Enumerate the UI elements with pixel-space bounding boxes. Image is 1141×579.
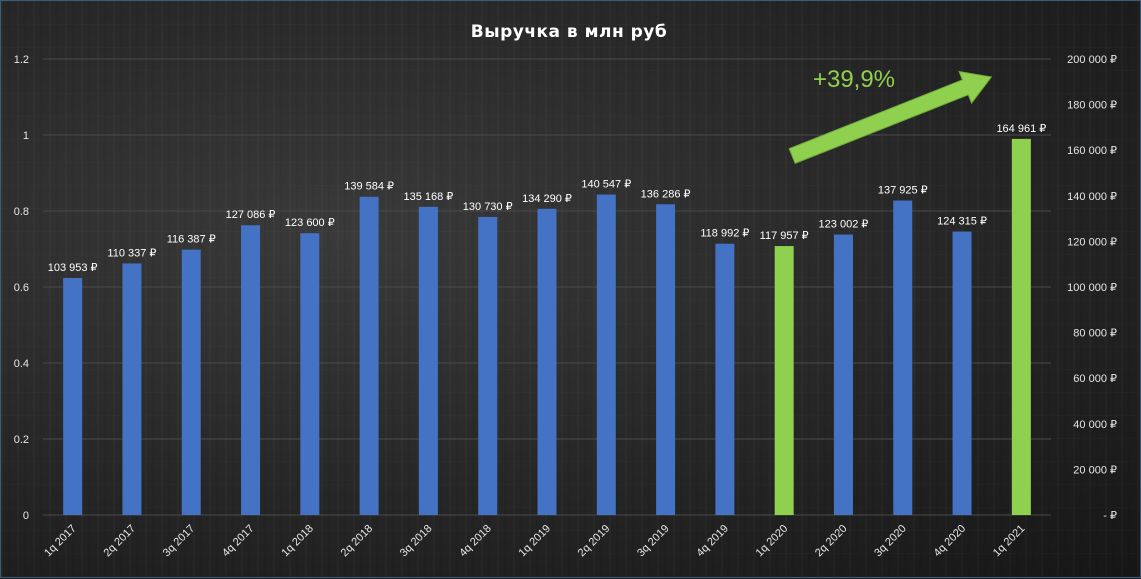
category-label: 1q 2021: [991, 523, 1028, 560]
growth-annotation-text: +39,9%: [813, 66, 895, 93]
bar-data-label: 123 600 ₽: [285, 217, 335, 229]
bar-1q-2019: [537, 208, 557, 516]
category-label: 3q 2018: [398, 523, 435, 560]
bars: [63, 138, 1031, 516]
category-label: 3q 2017: [161, 523, 198, 560]
category-label: 1q 2017: [42, 523, 79, 560]
bar-4q-2017: [241, 225, 261, 515]
bar-data-label: 164 961 ₽: [996, 123, 1046, 135]
bar-1q-2021: [1011, 138, 1031, 515]
category-label: 4q 2019: [694, 523, 731, 560]
right-axis-tick-label: 180 000 ₽: [1067, 100, 1117, 112]
right-axis-tick-label: 60 000 ₽: [1073, 373, 1117, 385]
category-label: 3q 2020: [872, 523, 909, 560]
bar-data-label: 140 547 ₽: [581, 179, 631, 191]
bar-data-label: 139 584 ₽: [344, 181, 394, 193]
bar-3q-2017: [181, 249, 201, 515]
category-label: 2q 2017: [101, 523, 138, 560]
bar-2q-2019: [596, 194, 616, 515]
right-axis-tick-label: 200 000 ₽: [1067, 54, 1117, 66]
category-label: 2q 2020: [813, 523, 850, 560]
bar-4q-2019: [715, 243, 735, 515]
category-label: 2q 2018: [339, 523, 376, 560]
bar-4q-2020: [952, 231, 972, 515]
right-axis-tick-label: 140 000 ₽: [1067, 191, 1117, 203]
right-axis-tick-label: 100 000 ₽: [1067, 282, 1117, 294]
right-axis: - ₽ 20 000 ₽ 40 000 ₽ 60 000 ₽ 80 000 ₽ 100 0…: [1067, 54, 1117, 522]
bar-data-label: 137 925 ₽: [878, 185, 928, 197]
category-label: 4q 2017: [220, 523, 257, 560]
bar-1q-2020: [774, 246, 794, 515]
bar-data-label: 110 337 ₽: [107, 247, 156, 259]
bar-1q-2018: [300, 233, 320, 515]
category-label: 1q 2019: [517, 523, 554, 560]
bar-data-label: 117 957 ₽: [760, 230, 809, 242]
category-label: 1q 2020: [754, 523, 791, 560]
bar-data-label: 135 168 ₽: [403, 191, 453, 203]
right-axis-tick-label: 20 000 ₽: [1073, 464, 1117, 476]
category-label: 3q 2019: [635, 523, 672, 560]
bar-data-label: 116 387 ₽: [167, 234, 216, 246]
bar-1q-2017: [63, 277, 83, 515]
bar-data-label: 124 315 ₽: [937, 216, 987, 228]
left-axis-tick-label: 0: [23, 510, 29, 522]
left-axis-tick-label: 1: [23, 130, 29, 142]
category-label: 4q 2018: [457, 523, 494, 560]
right-axis-tick-label: 80 000 ₽: [1073, 328, 1117, 340]
right-axis-tick-label: 120 000 ₽: [1067, 236, 1117, 248]
bar-data-label: 118 992 ₽: [700, 228, 749, 240]
bar-data-label: 134 290 ₽: [522, 193, 572, 205]
left-axis-tick-label: 1.2: [14, 54, 29, 66]
bar-data-label: 136 286 ₽: [641, 188, 691, 200]
right-axis-tick-label: 160 000 ₽: [1067, 145, 1117, 157]
right-axis-tick-label: 40 000 ₽: [1073, 419, 1117, 431]
bar-data-label: 127 086 ₽: [226, 209, 276, 221]
category-label: 2q 2019: [576, 523, 613, 560]
right-axis-tick-label: - ₽: [1103, 510, 1117, 522]
left-axis-tick-label: 0.8: [14, 206, 29, 218]
category-label: 1q 2018: [279, 523, 316, 560]
bar-3q-2018: [418, 206, 438, 515]
category-labels: 1q 2017 2q 2017 3q 2017 4q 2017 1q 2018 2q 20…: [42, 523, 1027, 560]
bar-2q-2020: [833, 234, 853, 516]
left-axis: 0 0.2 0.4 0.6 0.8 1 1.2: [14, 54, 29, 522]
left-axis-tick-label: 0.6: [14, 282, 29, 294]
data-labels: 103 953 ₽ 110 337 ₽ 116 387 ₽ 127 086 ₽ 123 …: [48, 123, 1047, 274]
category-label: 4q 2020: [932, 523, 969, 560]
bar-3q-2020: [893, 200, 913, 515]
bar-data-label: 130 730 ₽: [463, 201, 513, 213]
bar-2q-2018: [359, 196, 379, 515]
growth-annotation: +39,9%: [788, 66, 993, 165]
bar-4q-2018: [478, 216, 498, 515]
bar-data-label: 103 953 ₽: [48, 262, 98, 274]
bar-2q-2017: [122, 263, 142, 515]
chart-title: Выручка в млн руб: [471, 22, 668, 42]
growth-arrow: [788, 70, 993, 165]
bar-3q-2019: [656, 204, 676, 515]
bar-data-label: 123 002 ₽: [819, 219, 869, 231]
left-axis-tick-label: 0.4: [14, 358, 29, 370]
left-axis-tick-label: 0.2: [14, 434, 29, 446]
